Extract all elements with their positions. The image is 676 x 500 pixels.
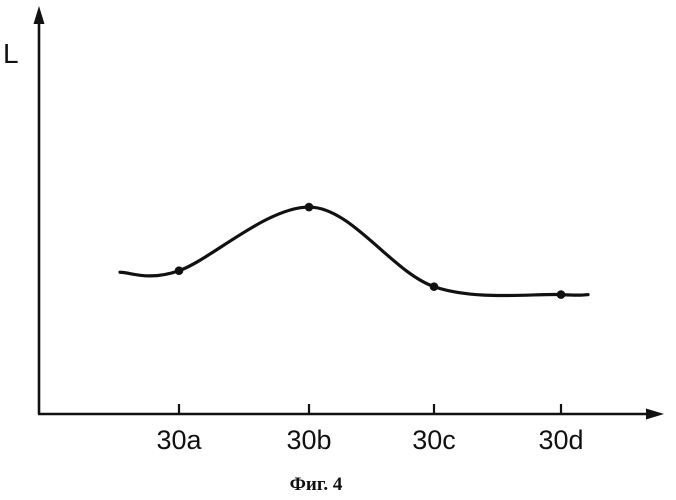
figure-caption: Фиг. 4 (290, 474, 343, 495)
y-axis-arrowhead (34, 6, 45, 24)
data-point-30d (557, 290, 566, 299)
x-axis-tick-labels: 30a 30b 30c 30d (156, 425, 583, 455)
y-axis-label: L (3, 38, 19, 69)
x-axis-arrowhead (646, 409, 664, 420)
data-point-30c (430, 282, 439, 291)
x-tick-label-30b: 30b (286, 425, 331, 455)
x-tick-label-30a: 30a (156, 425, 202, 455)
x-tick-label-30c: 30c (412, 425, 456, 455)
chart-axes (34, 6, 665, 420)
series-line (120, 207, 588, 296)
data-points (175, 203, 566, 299)
x-tick-label-30d: 30d (538, 425, 583, 455)
data-point-30b (305, 203, 314, 212)
x-axis-ticks (179, 404, 561, 414)
data-point-30a (175, 266, 184, 275)
